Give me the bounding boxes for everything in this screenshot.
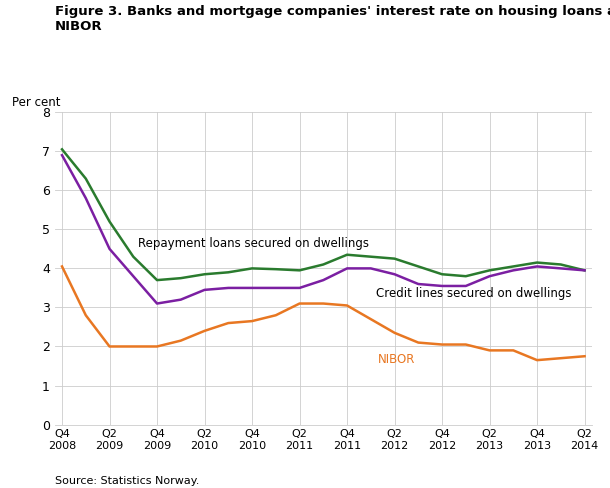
Text: Source: Statistics Norway.: Source: Statistics Norway. (55, 476, 199, 486)
Text: Credit lines secured on dwellings: Credit lines secured on dwellings (376, 286, 571, 300)
Text: Per cent: Per cent (12, 96, 60, 109)
Text: NIBOR: NIBOR (378, 353, 415, 366)
Text: Figure 3. Banks and mortgage companies' interest rate on housing loans and
NIBOR: Figure 3. Banks and mortgage companies' … (55, 5, 610, 33)
Text: Repayment loans secured on dwellings: Repayment loans secured on dwellings (138, 237, 369, 250)
